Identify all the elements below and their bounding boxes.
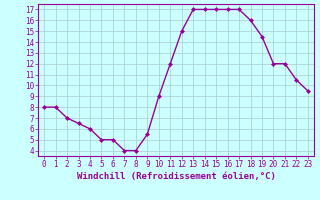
X-axis label: Windchill (Refroidissement éolien,°C): Windchill (Refroidissement éolien,°C) bbox=[76, 172, 276, 181]
